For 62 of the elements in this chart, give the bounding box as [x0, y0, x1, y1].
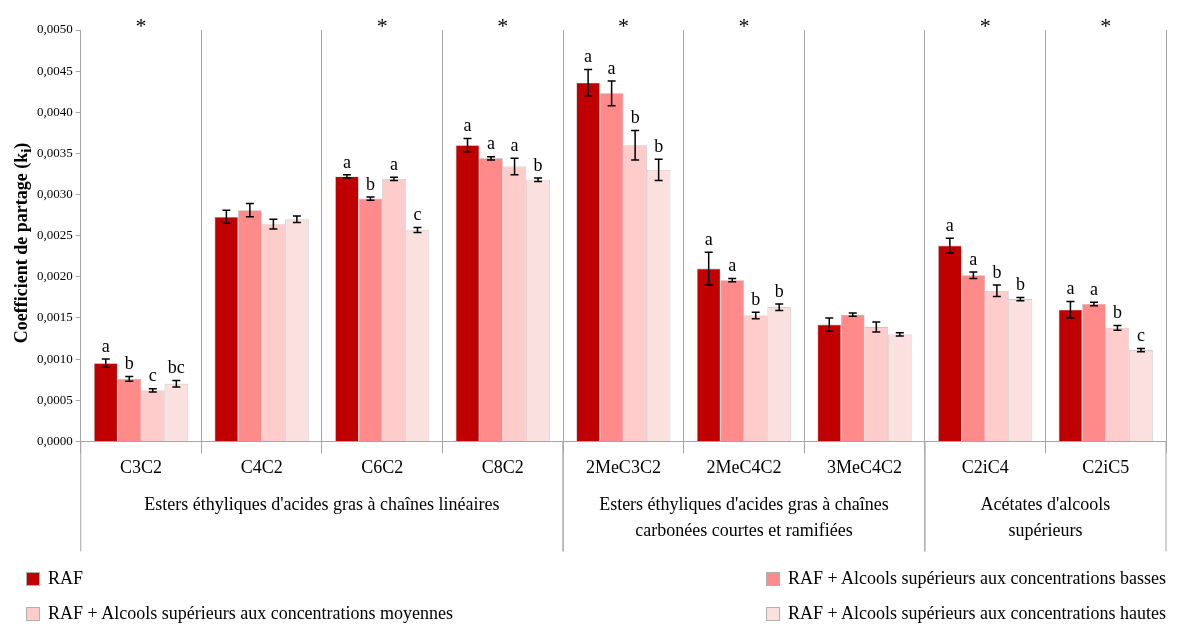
x-tick-label: C2iC4	[961, 456, 1009, 477]
data-label: b	[774, 280, 784, 301]
data-label: a	[510, 135, 519, 156]
y-tick-label: 0,0035	[37, 144, 73, 160]
text: Acétates d'alcools supérieurs	[980, 494, 1111, 541]
data-label: a	[607, 57, 616, 78]
y-tick-label: 0,0050	[37, 21, 73, 37]
data-label: a	[342, 151, 351, 172]
x-tick-label: C2iC5	[1082, 456, 1130, 477]
x-tick-label: C6C2	[361, 456, 404, 477]
x-tick-label: C8C2	[481, 456, 524, 477]
y-tick-label: 0,0000	[37, 432, 73, 448]
data-label: b	[365, 173, 375, 194]
legend-label: RAF + Alcools supérieurs aux concentrations hautes	[787, 603, 1166, 624]
annotation: *	[979, 12, 991, 38]
data-label: c	[1136, 325, 1145, 346]
legend-label: RAF + Alcools supérieurs aux concentrations basses	[787, 568, 1166, 589]
data-label: a	[1066, 278, 1075, 299]
data-label: b	[630, 107, 640, 128]
y-tick-label: 0,0015	[37, 309, 73, 325]
data-label: b	[1112, 302, 1122, 323]
data-label: bc	[167, 357, 185, 378]
y-tick-label: 0,0020	[37, 268, 73, 284]
data-label: b	[654, 135, 664, 156]
data-label: b	[1015, 274, 1025, 295]
legend-label: RAF + Alcools supérieurs aux concentrations moyennes	[48, 603, 454, 624]
annotation: *	[738, 12, 750, 38]
data-label: a	[101, 335, 110, 356]
data-label: a	[463, 115, 472, 136]
data-label: a	[704, 228, 713, 249]
x-tick-label: 2MeC3C2	[585, 456, 661, 477]
legend-label: RAF	[48, 568, 84, 589]
y-tick-label: 0,0025	[37, 227, 73, 243]
x-tick-label: C3C2	[120, 456, 163, 477]
data-label: c	[148, 365, 157, 386]
data-label: b	[751, 288, 761, 309]
text: Esters éthyliques d'acides gras à chaînes linéaires	[144, 494, 500, 515]
data-label: a	[1089, 279, 1098, 300]
data-label: a	[728, 255, 737, 276]
annotation: *	[1100, 12, 1112, 38]
annotation: *	[617, 12, 629, 38]
data-label: a	[945, 214, 954, 235]
data-label: a	[487, 133, 496, 154]
annotation: *	[497, 12, 509, 38]
y-tick-label: 0,0045	[37, 62, 73, 78]
data-label: a	[969, 248, 978, 269]
data-label: b	[992, 261, 1002, 282]
x-tick-label: 3MeC4C2	[827, 456, 903, 477]
y-tick-label: 0,0030	[37, 185, 73, 201]
text: Esters éthyliques d'acides gras à chaînes carbonées courtes et ramifiées	[599, 494, 889, 541]
data-label: c	[413, 204, 422, 225]
y-tick-label: 0,0010	[37, 350, 73, 366]
y-tick-label: 0,0005	[37, 391, 73, 407]
x-tick-label: C4C2	[240, 456, 283, 477]
data-label: a	[584, 46, 593, 67]
annotation: *	[135, 12, 147, 38]
data-label: a	[389, 154, 398, 175]
annotation: *	[376, 12, 388, 38]
y-tick-label: 0,0040	[37, 103, 73, 119]
x-tick-label: 2MeC4C2	[706, 456, 782, 477]
data-label: b	[124, 353, 134, 374]
data-label: b	[533, 154, 543, 175]
